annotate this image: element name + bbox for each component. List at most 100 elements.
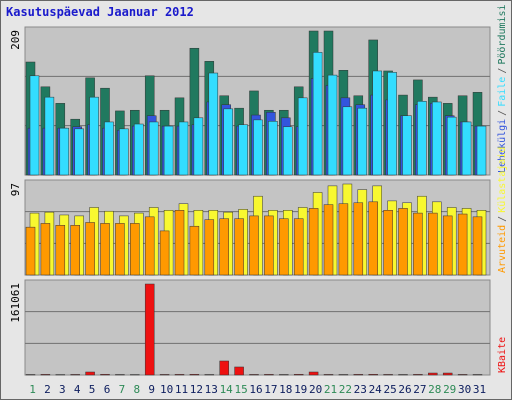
bar — [219, 360, 229, 376]
bar — [134, 123, 144, 176]
bar — [234, 218, 244, 276]
x-tick-label: 21 — [324, 383, 337, 396]
legend-entry: Külastajaid — [497, 147, 508, 213]
bar — [223, 108, 233, 176]
bar — [442, 215, 453, 276]
bar — [249, 374, 259, 376]
x-tick-label: 6 — [104, 383, 111, 396]
bar — [100, 374, 110, 376]
x-tick-label: 23 — [354, 383, 367, 396]
x-tick-label: 16 — [249, 383, 262, 396]
x-tick-label: 22 — [339, 383, 352, 396]
x-tick-label: 14 — [220, 383, 234, 396]
x-tick-label: 12 — [190, 383, 203, 396]
bar — [446, 116, 457, 176]
bar — [74, 128, 84, 176]
legend-entry: KBaite — [497, 337, 508, 373]
bar — [323, 204, 334, 276]
bar — [40, 223, 51, 276]
y-tick-label: 209 — [9, 30, 22, 50]
bar — [159, 374, 170, 376]
legend-separator: / — [497, 68, 508, 74]
legend-entry: Arvuteid — [497, 225, 508, 273]
legend-separator: / — [497, 110, 508, 116]
bar — [279, 374, 289, 376]
bar — [189, 374, 200, 376]
x-tick-label: 8 — [133, 383, 140, 396]
bar — [476, 125, 487, 176]
x-tick-label: 10 — [160, 383, 173, 396]
bar — [70, 225, 80, 276]
bar — [428, 212, 438, 276]
bar — [208, 72, 219, 176]
bar — [472, 374, 483, 376]
bar — [174, 374, 185, 376]
bar — [55, 225, 66, 276]
bar — [264, 215, 274, 276]
bar — [442, 372, 453, 376]
bar — [338, 374, 349, 376]
bar — [234, 366, 244, 376]
bar — [85, 371, 95, 376]
bar — [279, 218, 289, 276]
x-tick-label: 27 — [413, 383, 426, 396]
legend-entry: Lehekülgi — [497, 119, 508, 173]
x-tick-label: 5 — [89, 383, 96, 396]
bar — [372, 70, 382, 176]
x-tick-label: 7 — [119, 383, 126, 396]
bar — [353, 374, 364, 376]
x-tick-label: 18 — [279, 383, 292, 396]
x-tick-label: 31 — [473, 383, 486, 396]
x-tick-label: 3 — [59, 383, 66, 396]
bar — [293, 374, 304, 376]
bar — [383, 374, 393, 376]
y-tick-label: 97 — [9, 183, 22, 196]
bar — [264, 374, 274, 376]
bar — [297, 97, 308, 176]
bar — [293, 218, 304, 276]
x-tick-label: 24 — [369, 383, 383, 396]
bar — [323, 374, 334, 376]
bar — [268, 121, 278, 176]
bar — [253, 119, 263, 176]
bar — [472, 216, 483, 276]
bar — [189, 225, 200, 276]
bar — [368, 201, 378, 276]
y-tick-label: 161061 — [9, 283, 22, 323]
bar — [238, 124, 248, 176]
bar — [457, 213, 468, 276]
bar — [100, 223, 110, 276]
x-tick-label: 9 — [148, 383, 155, 396]
bar — [159, 230, 170, 276]
x-tick-label: 26 — [398, 383, 411, 396]
bar — [219, 218, 229, 276]
bar — [249, 215, 259, 276]
bar — [204, 374, 215, 376]
legend: Arvuteid / Külastajaid — [497, 147, 508, 273]
bar — [402, 115, 412, 176]
bar — [353, 202, 364, 276]
x-tick-label: 15 — [234, 383, 247, 396]
bar — [308, 371, 319, 376]
bar — [312, 52, 323, 176]
bar — [85, 222, 95, 276]
bar — [327, 74, 338, 176]
bar — [338, 203, 349, 276]
x-tick-label: 30 — [458, 383, 471, 396]
bar — [357, 107, 368, 176]
legend-entry: Pöördumisi — [497, 4, 508, 64]
bar — [25, 374, 36, 376]
bar — [25, 226, 36, 276]
bar — [193, 117, 204, 176]
bar — [178, 121, 189, 176]
bar — [398, 374, 408, 376]
bar — [148, 121, 159, 176]
bar — [283, 126, 293, 176]
x-tick-label: 4 — [74, 383, 81, 396]
bar — [104, 121, 114, 176]
bar — [130, 223, 140, 276]
bar — [461, 121, 472, 176]
bar — [383, 210, 393, 276]
bar — [413, 212, 423, 276]
bar — [342, 106, 353, 176]
